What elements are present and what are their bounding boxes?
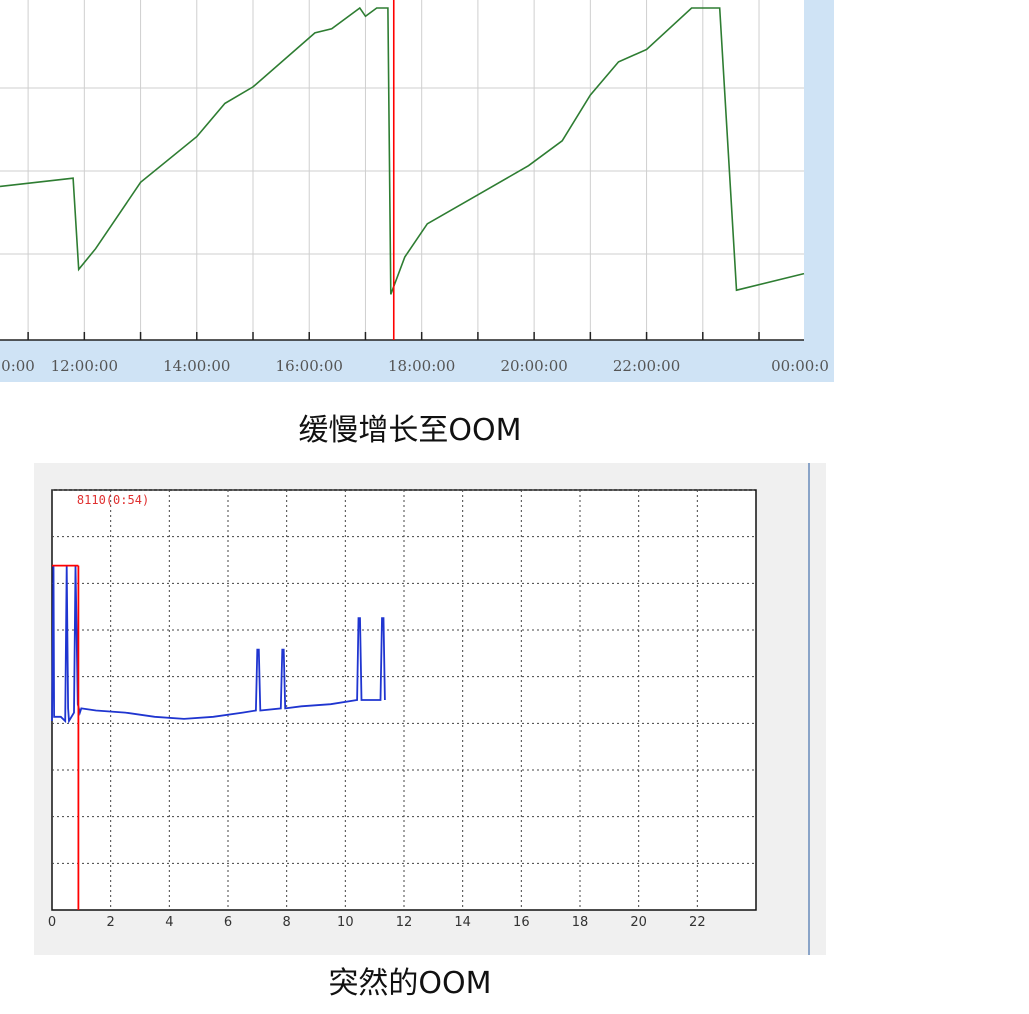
x-tick-label: 8 — [283, 915, 291, 930]
slow-growth-chart-svg: 0:00 12:00:00 14:00:00 16:00:00 18:00:00 20:0… — [0, 0, 834, 382]
sudden-oom-chart-svg: 0 2 4 6 8 10 12 14 16 18 20 22 8110(0:54) — [34, 463, 826, 955]
x-tick-label: 22 — [689, 915, 706, 930]
x-tick-label: 16 — [513, 915, 530, 930]
x-tick-label: 12 — [396, 915, 413, 930]
memory-series-line — [51, 565, 386, 724]
caption-sudden-oom: 突然的OOM — [328, 966, 492, 1001]
x-tick-label: 0 — [48, 915, 56, 930]
grid — [52, 489, 756, 910]
x-tick-label: 18:00:00 — [388, 357, 455, 375]
x-tick-label: 6 — [224, 915, 232, 930]
slow-growth-chart: 0:00 12:00:00 14:00:00 16:00:00 18:00:00 20:0… — [0, 0, 834, 382]
x-tick-label: 12:00:00 — [51, 357, 118, 375]
series-layer — [51, 565, 386, 724]
sudden-oom-chart: 0 2 4 6 8 10 12 14 16 18 20 22 8110(0:54) — [34, 463, 826, 955]
plot-area — [0, 0, 804, 340]
peak-annotation: 8110(0:54) — [77, 493, 149, 507]
x-tick-labels: 0 2 4 6 8 10 12 14 16 18 20 22 — [48, 915, 706, 930]
series-layer — [0, 6, 805, 295]
x-tick-label: 2 — [107, 915, 115, 930]
x-tick-label: 20:00:00 — [500, 357, 567, 375]
x-tick-label: 20 — [630, 915, 647, 930]
x-tick-label: 00:00:0 — [771, 357, 829, 375]
x-tick-label: 10 — [337, 915, 354, 930]
x-tick-label: 14 — [454, 915, 471, 930]
caption-slow-growth: 缓慢增长至OOM — [298, 413, 522, 448]
x-tick-label: 18 — [572, 915, 589, 930]
x-tick-labels: 0:00 12:00:00 14:00:00 16:00:00 18:00:00 20:0… — [1, 357, 829, 375]
x-axis — [0, 332, 804, 341]
x-tick-label: 14:00:00 — [163, 357, 230, 375]
x-tick-label: 16:00:00 — [276, 357, 343, 375]
grid — [0, 0, 804, 340]
x-tick-label: 22:00:00 — [613, 357, 680, 375]
marker-layer — [52, 564, 80, 910]
x-tick-label: 0:00 — [1, 357, 35, 375]
x-tick-label: 4 — [165, 915, 173, 930]
memory-series-line — [0, 6, 805, 295]
